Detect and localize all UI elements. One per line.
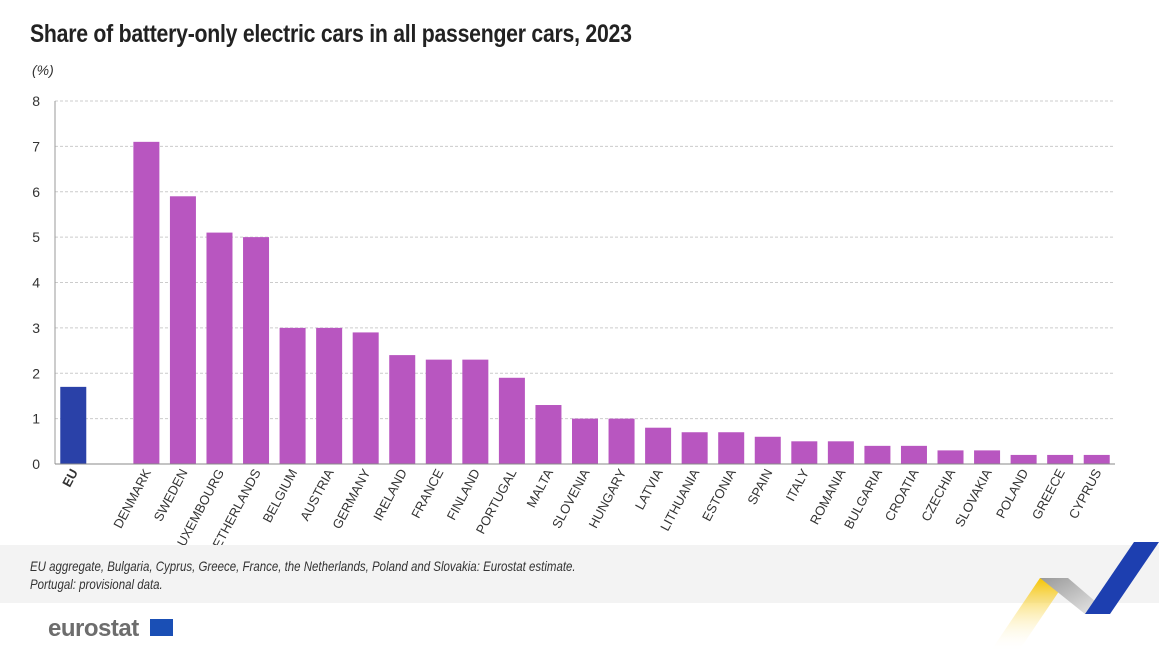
bar-cyprus: [1083, 454, 1110, 464]
x-tick-label: EU: [59, 466, 81, 489]
y-tick-label: 4: [32, 275, 40, 291]
x-tick-label: CYPRUS: [1066, 466, 1105, 521]
bar-slovenia: [572, 418, 598, 464]
x-tick-label: FRANCE: [408, 466, 446, 521]
y-tick-label: 3: [32, 320, 40, 336]
eurostat-logo: eurostat: [48, 615, 139, 642]
x-tick-label: BELGIUM: [260, 466, 301, 525]
eu-flag-icon: [150, 619, 173, 636]
bar-luxembourg: [206, 232, 233, 464]
x-tick-label: AUSTRIA: [297, 466, 337, 523]
bar-poland: [1010, 454, 1037, 464]
x-tick-label: GREECE: [1029, 466, 1068, 522]
bar-denmark: [133, 141, 160, 464]
x-tick-label: CROATIA: [882, 466, 922, 523]
chart-title: Share of battery-only electric cars in a…: [30, 20, 632, 48]
y-tick-label: 1: [32, 411, 40, 427]
bar-greece: [1047, 454, 1074, 464]
x-tick-label: ROMANIA: [807, 466, 849, 527]
bar-malta: [535, 405, 562, 464]
footnote: Portugal: provisional data.: [30, 576, 163, 592]
x-tick-label: BULGARIA: [841, 466, 885, 531]
x-tick-label: ITALY: [783, 466, 812, 504]
bar-estonia: [718, 432, 745, 464]
footnote: EU aggregate, Bulgaria, Cyprus, Greece, …: [30, 558, 576, 574]
x-tick-label: ESTONIA: [699, 466, 739, 524]
bar-italy: [791, 441, 818, 464]
x-tick-label: FINLAND: [444, 466, 483, 522]
bar-lithuania: [681, 432, 708, 464]
bar-sweden: [169, 196, 196, 464]
bar-france: [425, 359, 452, 464]
bar-netherlands: [243, 237, 270, 464]
x-tick-label: CZECHIA: [918, 466, 958, 524]
bar-germany: [352, 332, 379, 464]
bar-slovakia: [974, 450, 1001, 464]
bar-portugal: [498, 377, 525, 464]
bar-spain: [754, 436, 781, 464]
x-tick-label: SLOVAKIA: [952, 466, 995, 529]
y-axis-unit: (%): [32, 62, 54, 78]
y-tick-label: 5: [32, 229, 40, 245]
bar-finland: [462, 359, 489, 464]
bar-croatia: [900, 445, 927, 464]
x-tick-label: HUNGARY: [586, 466, 630, 531]
y-tick-label: 0: [32, 456, 40, 472]
x-tick-label: MALTA: [523, 466, 556, 510]
x-tick-label: DENMARK: [110, 466, 154, 531]
x-tick-label: POLAND: [993, 466, 1031, 520]
x-tick-label: LATVIA: [632, 466, 666, 512]
y-tick-label: 8: [32, 93, 40, 109]
y-tick-label: 7: [32, 138, 40, 154]
bar-latvia: [645, 427, 672, 464]
bar-bulgaria: [864, 445, 891, 464]
y-tick-label: 6: [32, 184, 40, 200]
bar-eu: [60, 386, 87, 464]
bar-hungary: [608, 418, 635, 464]
bar-belgium: [279, 327, 306, 464]
bar-austria: [316, 327, 343, 464]
bar-ireland: [389, 355, 416, 464]
x-tick-label: GERMANY: [329, 466, 373, 531]
bar-romania: [827, 441, 854, 464]
bar-czechia: [937, 450, 964, 464]
x-tick-label: SWEDEN: [151, 466, 191, 523]
footnotes: EU aggregate, Bulgaria, Cyprus, Greece, …: [0, 545, 1159, 603]
x-tick-label: IRELAND: [370, 466, 410, 523]
y-tick-label: 2: [32, 365, 40, 381]
x-tick-label: SPAIN: [744, 466, 775, 507]
